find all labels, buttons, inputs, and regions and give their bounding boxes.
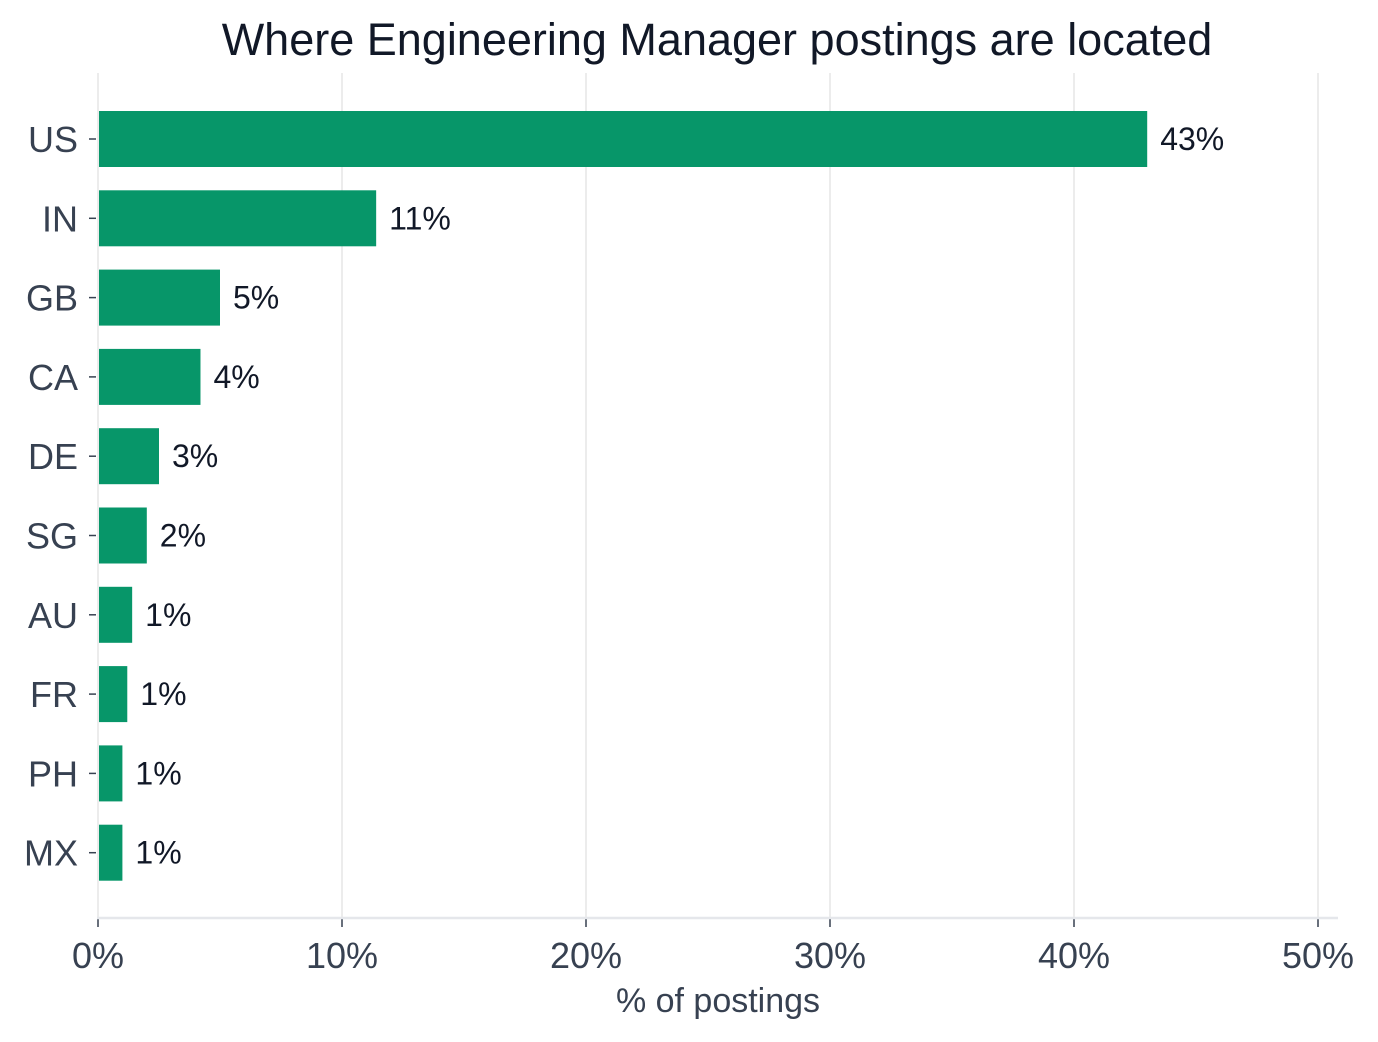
y-tick-label: MX <box>24 833 78 874</box>
bars: 43% 11% 5% 4% 3% 2% 1% 1% 1% 1% <box>98 111 1224 881</box>
bar-mx <box>98 824 123 881</box>
chart-title: Where Engineering Manager postings are l… <box>222 14 1213 65</box>
bar-de <box>98 428 159 485</box>
y-tick-label: GB <box>26 278 78 319</box>
x-tick-label: 10% <box>306 935 378 976</box>
x-axis-label: % of postings <box>616 982 820 1020</box>
data-label: 1% <box>145 597 191 633</box>
axes: 0% 10% 20% 30% 40% 50% US IN GB CA DE SG AU FR PH MX <box>24 73 1354 976</box>
bar-fr <box>98 666 128 723</box>
data-label: 3% <box>172 438 218 474</box>
data-label: 43% <box>1160 121 1224 157</box>
bar-ph <box>98 745 123 802</box>
data-label: 1% <box>140 676 186 712</box>
bar-ca <box>98 348 201 405</box>
y-tick-label: CA <box>28 357 78 398</box>
y-tick-label: AU <box>28 595 78 636</box>
x-tick-label: 40% <box>1038 935 1110 976</box>
y-tick-label: SG <box>26 516 78 557</box>
bar-us <box>98 111 1148 167</box>
x-tick-label: 20% <box>550 935 622 976</box>
y-tick-label: US <box>28 119 78 160</box>
y-tick-label: IN <box>42 198 78 239</box>
y-tick-label: FR <box>30 674 78 715</box>
y-tick-label: DE <box>28 436 78 477</box>
data-label: 5% <box>233 280 279 316</box>
data-label: 2% <box>160 518 206 554</box>
gridlines <box>341 73 1319 918</box>
bar-gb <box>98 269 220 326</box>
data-label: 1% <box>135 755 181 791</box>
bar-sg <box>98 507 147 564</box>
y-tick-label: PH <box>28 753 78 794</box>
x-tick-label: 0% <box>72 935 124 976</box>
x-tick-label: 30% <box>794 935 866 976</box>
bar-au <box>98 586 133 643</box>
bar-in <box>98 190 377 247</box>
data-label: 4% <box>213 359 259 395</box>
x-tick-label: 50% <box>1282 935 1354 976</box>
data-label: 11% <box>389 200 451 236</box>
data-label: 1% <box>135 835 181 871</box>
